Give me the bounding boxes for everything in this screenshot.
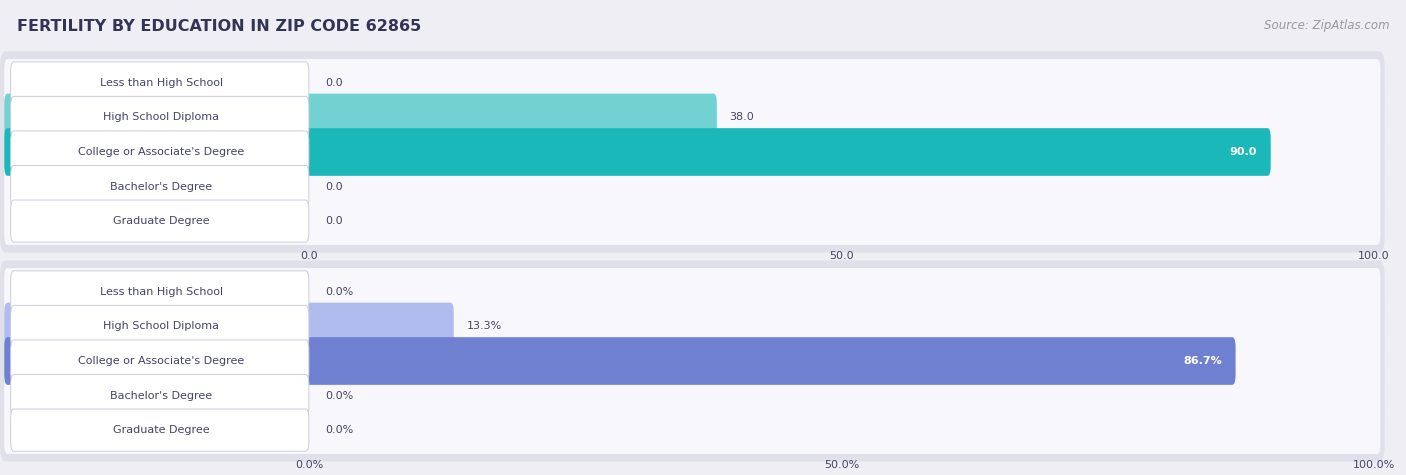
FancyBboxPatch shape xyxy=(4,163,1381,210)
FancyBboxPatch shape xyxy=(11,62,309,104)
FancyBboxPatch shape xyxy=(4,337,1236,385)
FancyBboxPatch shape xyxy=(11,305,309,348)
FancyBboxPatch shape xyxy=(4,372,1381,419)
Text: 0.0%: 0.0% xyxy=(325,390,353,400)
FancyBboxPatch shape xyxy=(4,94,1381,141)
Text: FERTILITY BY EDUCATION IN ZIP CODE 62865: FERTILITY BY EDUCATION IN ZIP CODE 62865 xyxy=(17,19,422,34)
FancyBboxPatch shape xyxy=(11,200,309,242)
FancyBboxPatch shape xyxy=(0,330,1385,392)
Text: High School Diploma: High School Diploma xyxy=(104,113,219,123)
FancyBboxPatch shape xyxy=(0,399,1385,462)
Text: Graduate Degree: Graduate Degree xyxy=(112,216,209,226)
Text: 38.0: 38.0 xyxy=(730,113,755,123)
Text: 13.3%: 13.3% xyxy=(467,322,502,332)
Text: Bachelor's Degree: Bachelor's Degree xyxy=(110,181,212,191)
FancyBboxPatch shape xyxy=(0,190,1385,253)
Text: 0.0: 0.0 xyxy=(325,78,343,88)
FancyBboxPatch shape xyxy=(4,94,717,141)
FancyBboxPatch shape xyxy=(0,51,1385,114)
Text: College or Associate's Degree: College or Associate's Degree xyxy=(79,356,245,366)
FancyBboxPatch shape xyxy=(4,303,1381,350)
Text: Source: ZipAtlas.com: Source: ZipAtlas.com xyxy=(1264,19,1389,32)
FancyBboxPatch shape xyxy=(4,59,1381,107)
FancyBboxPatch shape xyxy=(4,268,1381,316)
FancyBboxPatch shape xyxy=(0,155,1385,218)
Text: College or Associate's Degree: College or Associate's Degree xyxy=(79,147,245,157)
FancyBboxPatch shape xyxy=(11,340,309,382)
Text: 0.0%: 0.0% xyxy=(325,425,353,435)
FancyBboxPatch shape xyxy=(4,406,1381,454)
FancyBboxPatch shape xyxy=(4,128,1271,176)
Text: Less than High School: Less than High School xyxy=(100,78,224,88)
FancyBboxPatch shape xyxy=(11,409,309,451)
Text: 0.0: 0.0 xyxy=(325,216,343,226)
FancyBboxPatch shape xyxy=(0,364,1385,427)
FancyBboxPatch shape xyxy=(11,271,309,313)
Text: 90.0: 90.0 xyxy=(1229,147,1257,157)
Text: 0.0%: 0.0% xyxy=(325,287,353,297)
Text: High School Diploma: High School Diploma xyxy=(104,322,219,332)
FancyBboxPatch shape xyxy=(4,128,1381,176)
Text: Bachelor's Degree: Bachelor's Degree xyxy=(110,390,212,400)
FancyBboxPatch shape xyxy=(0,260,1385,323)
FancyBboxPatch shape xyxy=(4,303,454,350)
FancyBboxPatch shape xyxy=(11,96,309,139)
FancyBboxPatch shape xyxy=(11,165,309,208)
Text: Less than High School: Less than High School xyxy=(100,287,224,297)
Text: 0.0: 0.0 xyxy=(325,181,343,191)
Text: 86.7%: 86.7% xyxy=(1182,356,1222,366)
FancyBboxPatch shape xyxy=(11,374,309,417)
FancyBboxPatch shape xyxy=(0,121,1385,183)
FancyBboxPatch shape xyxy=(0,295,1385,358)
Text: Graduate Degree: Graduate Degree xyxy=(112,425,209,435)
FancyBboxPatch shape xyxy=(4,337,1381,385)
FancyBboxPatch shape xyxy=(11,131,309,173)
FancyBboxPatch shape xyxy=(4,197,1381,245)
FancyBboxPatch shape xyxy=(0,86,1385,149)
